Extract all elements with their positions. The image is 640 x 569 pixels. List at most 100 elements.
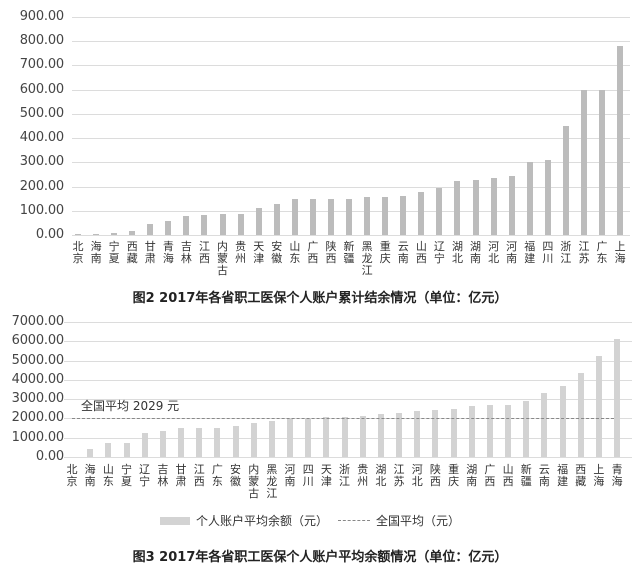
y-axis-tick-label: 200.00 [19, 179, 64, 194]
bar [75, 234, 81, 235]
legend-bar-label: 个人账户平均余额（元） [196, 514, 329, 528]
x-axis-category-label: 广东 [211, 463, 223, 488]
gridline [64, 361, 632, 362]
x-axis-category-label: 湖南 [466, 463, 478, 488]
bar [359, 416, 366, 457]
bar [400, 196, 407, 235]
x-axis-category-label: 河北 [411, 463, 423, 488]
x-axis-category-label: 西藏 [126, 240, 138, 265]
x-axis-category-label: 贵州 [357, 463, 369, 488]
x-axis-category-label: 广西 [307, 240, 319, 265]
y-axis-tick-label: 0.00 [35, 449, 64, 464]
x-axis-category-label: 天津 [320, 463, 332, 488]
bar [268, 420, 275, 457]
bar [595, 356, 602, 457]
y-axis-tick-label: 2000.00 [11, 410, 65, 425]
gridline [64, 322, 632, 323]
x-axis-category-label: 四川 [542, 240, 554, 265]
bar [237, 213, 244, 235]
bar [346, 198, 353, 235]
bar [214, 427, 221, 457]
gridline [64, 438, 632, 439]
y-axis-tick-label: 400.00 [19, 130, 64, 145]
bar [614, 339, 621, 457]
gridline [72, 114, 630, 115]
x-axis-category-label: 海南 [84, 463, 96, 488]
bar [364, 197, 371, 235]
bar [129, 231, 136, 235]
x-axis-category-label: 陕西 [325, 240, 337, 265]
x-axis-category-label: 山东 [102, 463, 114, 488]
y-axis-tick-label: 3000.00 [11, 391, 65, 406]
gridline [72, 17, 630, 18]
bar [327, 198, 334, 235]
gridline [72, 187, 630, 188]
bar [541, 393, 548, 457]
x-axis-category-label: 北京 [72, 240, 84, 265]
y-axis-tick-label: 800.00 [19, 33, 64, 48]
x-axis-category-label: 重庆 [448, 463, 460, 488]
x-axis-category-label: 河北 [488, 240, 500, 265]
x-axis-category-label: 湖南 [470, 240, 482, 265]
x-axis-category-label: 辽宁 [139, 463, 151, 488]
bar [599, 89, 606, 235]
gridline [72, 41, 630, 42]
bar [105, 442, 112, 457]
y-axis-tick-label: 0.00 [35, 227, 64, 242]
x-axis-category-label: 四川 [302, 463, 314, 488]
x-axis-category-label: 吉林 [157, 463, 169, 488]
bar [544, 159, 551, 235]
bar [454, 180, 461, 235]
x-axis-category-label: 新疆 [520, 463, 532, 488]
bar [123, 442, 130, 457]
legend-bar-swatch-icon [160, 516, 190, 525]
bar [562, 126, 569, 235]
bar [436, 188, 443, 235]
x-axis-category-label: 江西 [193, 463, 205, 488]
bar [414, 410, 421, 457]
y-axis-tick-label: 5000.00 [11, 353, 65, 368]
gridline [72, 90, 630, 91]
x-axis-category-label: 福建 [524, 240, 536, 265]
x-axis-category-label: 甘肃 [175, 463, 187, 488]
bar [523, 401, 530, 457]
x-axis-category-label: 天津 [253, 240, 265, 265]
x-axis-category-label: 北京 [66, 463, 78, 488]
y-axis-tick-label: 100.00 [19, 203, 64, 218]
gridline [72, 235, 630, 236]
bar [219, 213, 226, 235]
y-axis-tick-label: 1000.00 [11, 430, 65, 445]
bar [183, 216, 190, 235]
x-axis-category-label: 湖北 [375, 463, 387, 488]
x-axis-category-label: 青海 [611, 463, 623, 488]
x-axis-category-label: 黑龙江 [266, 463, 278, 500]
x-axis-category-label: 广东 [596, 240, 608, 265]
bar [505, 405, 512, 457]
bar [159, 431, 166, 457]
y-axis-tick-label: 4000.00 [11, 372, 65, 387]
gridline [72, 162, 630, 163]
gridline [64, 399, 632, 400]
chart2-legend: 个人账户平均余额（元） 全国平均（元） [160, 512, 460, 529]
bar [617, 46, 624, 235]
bar [305, 417, 312, 457]
x-axis-category-label: 新疆 [343, 240, 355, 265]
bar [382, 196, 389, 235]
x-axis-category-label: 甘肃 [144, 240, 156, 265]
bar [309, 199, 316, 235]
x-axis-category-label: 江西 [198, 240, 210, 265]
bar [559, 386, 566, 457]
x-axis-category-label: 福建 [557, 463, 569, 488]
x-axis-category-label: 云南 [538, 463, 550, 488]
legend-line-label: 全国平均（元） [376, 514, 461, 528]
x-axis-category-label: 宁夏 [121, 463, 132, 488]
chart-provincial-cumulative-balance: 0.00 100.00 200.00 300.00 400.00 500.00 600.00… [19, 9, 630, 277]
y-axis-tick-label: 500.00 [19, 106, 64, 121]
x-axis-category-label: 陕西 [429, 463, 441, 488]
x-axis-category-label: 河南 [284, 463, 296, 488]
x-axis-category-label: 西藏 [575, 463, 587, 488]
gridline [64, 341, 632, 342]
y-axis-tick-label: 7000.00 [11, 314, 65, 329]
bar [111, 233, 118, 235]
x-axis-category-label: 江苏 [578, 240, 590, 265]
